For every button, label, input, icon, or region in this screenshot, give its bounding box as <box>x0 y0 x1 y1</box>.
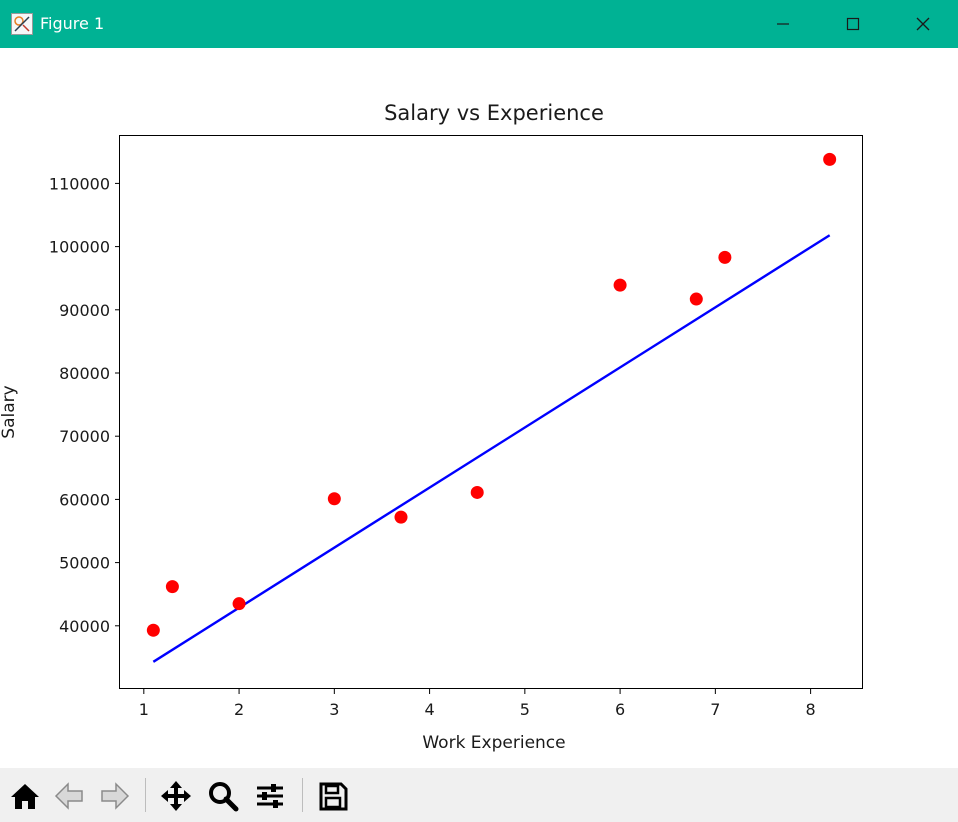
pan-icon <box>161 781 191 811</box>
zoom-button[interactable] <box>203 776 243 816</box>
x-axis-ticks: 1 2 3 4 5 6 7 8 <box>139 689 816 719</box>
figure-canvas[interactable]: Salary vs Experience 40000 50000 60000 7000… <box>0 48 958 768</box>
scatter-point <box>327 492 341 506</box>
scatter-point <box>394 510 408 524</box>
regression-line <box>152 234 831 663</box>
scatter-point <box>689 292 703 306</box>
minimize-icon <box>777 23 789 25</box>
navigation-toolbar <box>0 768 958 822</box>
minimize-button[interactable] <box>748 0 818 48</box>
x-tick-label: 7 <box>710 700 720 719</box>
close-button[interactable] <box>888 0 958 48</box>
chart-title: Salary vs Experience <box>384 101 604 125</box>
x-tick-label: 6 <box>615 700 625 719</box>
y-tick-label: 50000 <box>59 554 110 573</box>
y-tick-label: 90000 <box>59 301 110 320</box>
close-icon <box>916 17 930 31</box>
y-tick-label: 100000 <box>49 238 110 257</box>
home-button[interactable] <box>5 776 45 816</box>
y-tick-label: 40000 <box>59 617 110 636</box>
zoom-icon <box>209 782 239 812</box>
scatter-point <box>232 597 246 611</box>
forward-button[interactable] <box>95 776 135 816</box>
scatter-chart: Salary vs Experience 40000 50000 60000 7000… <box>0 101 863 753</box>
configure-subplots-icon <box>257 784 283 808</box>
y-tick-label: 80000 <box>59 364 110 383</box>
scatter-point <box>165 580 179 594</box>
maximize-icon <box>846 17 860 31</box>
window-titlebar: Figure 1 <box>0 0 958 48</box>
y-axis-label: Salary <box>0 385 19 438</box>
x-axis-label: Work Experience <box>422 733 565 753</box>
x-tick-label: 4 <box>424 700 434 719</box>
x-tick-label: 3 <box>329 700 339 719</box>
y-tick-label: 110000 <box>49 174 110 193</box>
y-axis-ticks: 40000 50000 60000 70000 80000 90000 100000 1100… <box>49 174 120 636</box>
save-button[interactable] <box>313 776 353 816</box>
scatter-point <box>718 250 732 264</box>
save-icon <box>319 782 348 811</box>
scatter-point <box>470 485 484 499</box>
x-tick-label: 1 <box>139 700 149 719</box>
scatter-point <box>613 278 627 292</box>
y-tick-label: 70000 <box>59 427 110 446</box>
scatter-point <box>823 152 837 166</box>
maximize-button[interactable] <box>818 0 888 48</box>
matplotlib-app-icon <box>11 13 33 35</box>
x-tick-label: 8 <box>806 700 816 719</box>
toolbar-separator <box>145 778 146 812</box>
configure-subplots-button[interactable] <box>250 776 290 816</box>
home-icon <box>11 784 39 809</box>
scatter-point <box>146 623 160 637</box>
back-button[interactable] <box>49 776 89 816</box>
forward-icon <box>101 782 130 810</box>
window-title: Figure 1 <box>40 14 105 33</box>
x-tick-label: 5 <box>520 700 530 719</box>
y-tick-label: 60000 <box>59 490 110 509</box>
data-series <box>146 152 837 663</box>
toolbar-separator <box>302 778 303 812</box>
plot-frame <box>119 135 863 689</box>
x-tick-label: 2 <box>234 700 244 719</box>
pan-button[interactable] <box>156 776 196 816</box>
back-icon <box>54 782 83 810</box>
